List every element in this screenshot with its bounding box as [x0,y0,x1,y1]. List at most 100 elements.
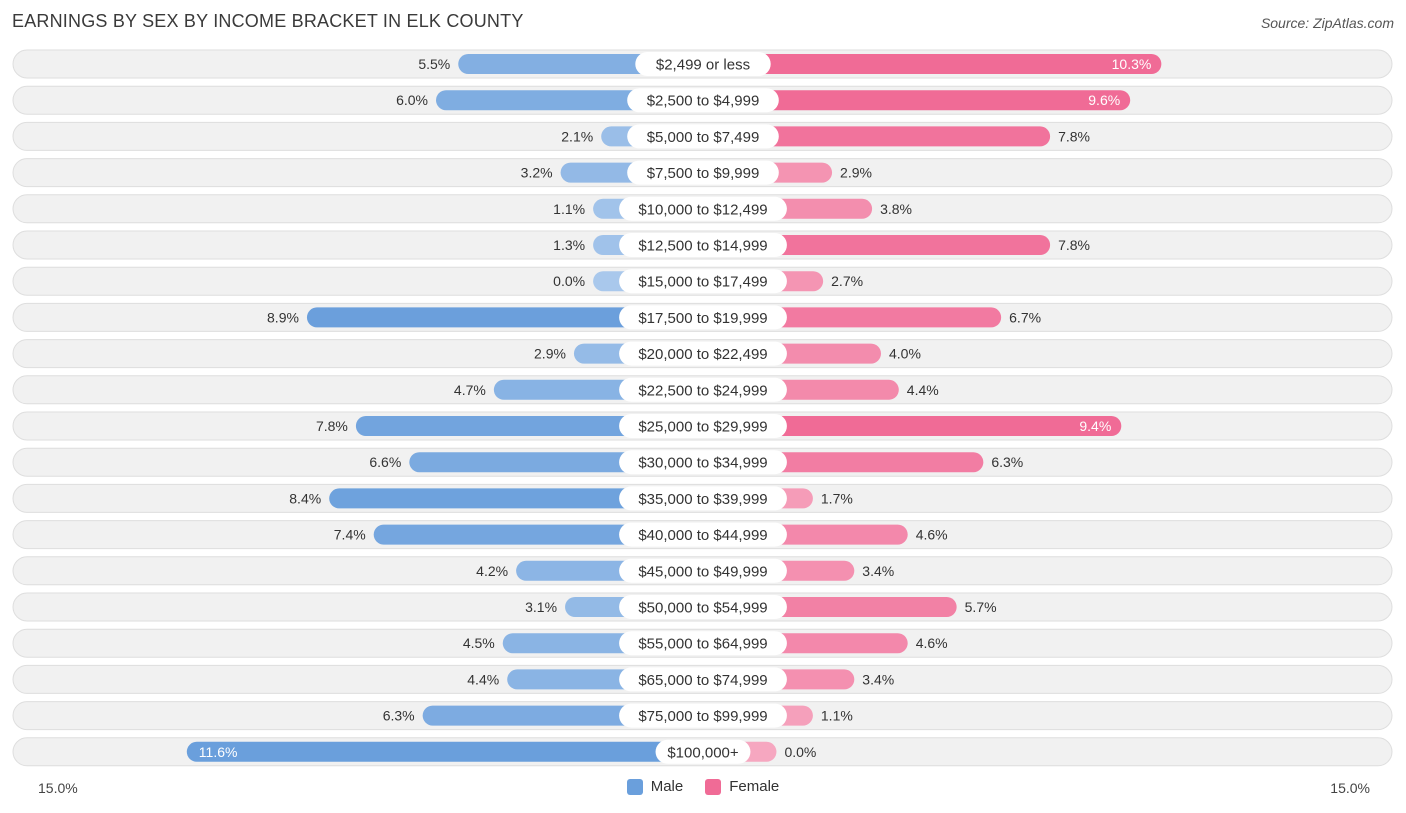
female-value-label: 4.0% [889,346,921,362]
chart-title: EARNINGS BY SEX BY INCOME BRACKET IN ELK… [12,11,524,31]
category-label: $15,000 to $17,499 [638,274,767,291]
female-value-label: 9.4% [1079,418,1111,434]
category-pill [635,52,771,76]
male-value-label: 3.1% [525,599,557,615]
male-bar [306,307,703,328]
female-bar [703,54,1162,74]
category-label: $100,000+ [667,744,739,761]
category-pill [627,124,779,149]
axis-max-label: 15.0% [1330,780,1370,796]
category-pill [619,703,787,728]
female-value-label: 2.9% [840,165,872,181]
legend-label-male: Male [650,778,684,795]
male-bar [355,416,703,436]
female-value-label: 3.8% [880,201,912,217]
male-value-label: 0.0% [553,273,585,289]
female-bar [703,90,1131,111]
male-value-label: 2.1% [561,128,593,144]
category-pill [619,233,787,257]
category-pill [619,522,787,547]
male-value-label: 1.1% [553,201,585,217]
category-label: $5,000 to $7,499 [647,129,760,146]
male-value-label: 4.7% [454,382,486,398]
axis-min-label: 15.0% [38,780,78,796]
category-pill [619,450,787,475]
category-pill [619,341,787,366]
male-bar [186,741,704,762]
male-value-label: 6.3% [383,708,415,724]
female-value-label: 3.4% [862,671,894,687]
female-value-label: 9.6% [1088,92,1120,108]
male-value-label: 1.3% [553,237,585,253]
male-value-label: 2.9% [534,346,566,362]
category-pill [619,305,787,330]
source-credit: Source: ZipAtlas.com [1260,15,1394,31]
female-bar [703,416,1122,436]
category-pill [619,486,787,511]
category-label: $50,000 to $54,999 [638,600,767,617]
legend-swatch-female [705,778,722,795]
female-value-label: 4.6% [916,635,948,651]
male-value-label: 8.4% [289,490,321,506]
category-label: $10,000 to $12,499 [638,201,767,218]
category-label: $75,000 to $99,999 [638,708,767,725]
category-label: $55,000 to $64,999 [638,636,767,653]
category-label: $22,500 to $24,999 [638,382,767,399]
female-value-label: 1.1% [821,708,853,724]
female-bar [703,235,1051,255]
male-value-label: 7.8% [316,418,348,434]
category-label: $25,000 to $29,999 [638,419,767,436]
category-pill [619,558,787,583]
category-pill [619,269,787,294]
female-value-label: 0.0% [784,744,816,760]
male-value-label: 4.4% [467,671,499,687]
female-value-label: 6.3% [991,454,1023,470]
legend: Male Female [0,778,1406,795]
male-bar [329,488,703,509]
female-value-label: 7.8% [1058,128,1090,144]
legend-swatch-male [626,778,643,795]
female-value-label: 3.4% [862,563,894,579]
category-label: $2,500 to $4,999 [647,93,760,110]
male-value-label: 3.2% [521,165,553,181]
female-value-label: 4.6% [916,527,948,543]
female-value-label: 1.7% [821,490,853,506]
female-value-label: 2.7% [831,273,863,289]
male-value-label: 4.5% [463,635,495,651]
male-value-label: 8.9% [267,309,299,325]
female-value-label: 5.7% [965,599,997,615]
category-pill [619,414,787,438]
legend-label-female: Female [729,778,780,795]
male-value-label: 6.0% [396,92,428,108]
female-value-label: 10.3% [1112,56,1152,72]
category-label: $45,000 to $49,999 [638,563,767,580]
category-pill [655,739,751,764]
category-pill [619,377,787,402]
category-label: $65,000 to $74,999 [638,672,767,689]
female-value-label: 6.7% [1009,309,1041,325]
category-pill [627,88,779,113]
category-label: $20,000 to $22,499 [638,346,767,363]
category-pill [619,595,787,619]
female-value-label: 4.4% [907,382,939,398]
category-label: $12,500 to $14,999 [638,238,767,255]
male-value-label: 6.6% [369,454,401,470]
male-value-label: 4.2% [476,563,508,579]
category-pill [619,667,787,692]
male-value-label: 7.4% [334,527,366,543]
legend-item-female: Female [705,778,779,795]
category-label: $17,500 to $19,999 [638,310,767,327]
male-value-label: 5.5% [418,56,450,72]
female-bar [703,126,1051,147]
category-pill [619,631,787,656]
category-pill [619,196,787,221]
category-pill [627,160,779,185]
category-label: $7,500 to $9,999 [647,165,760,182]
category-label: $40,000 to $44,999 [638,527,767,544]
female-value-label: 7.8% [1058,237,1090,253]
male-value-label: 11.6% [199,744,238,760]
legend-item-male: Male [626,778,684,795]
category-label: $2,499 or less [656,57,750,74]
category-label: $30,000 to $34,999 [638,455,767,472]
